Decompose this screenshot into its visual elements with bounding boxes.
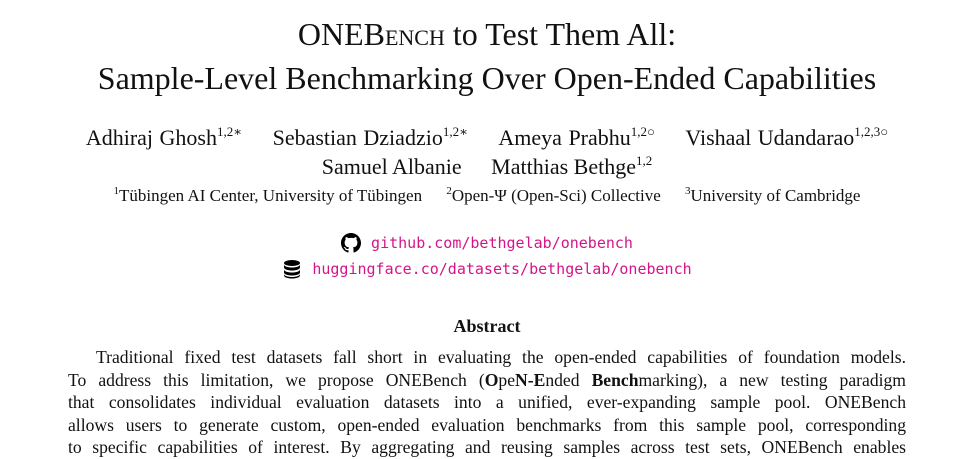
affiliation-sup: 1 [113, 185, 120, 197]
abstract-body: Traditional fixed test datasets fall sho… [68, 346, 906, 459]
title-part-1: ONEB [297, 16, 385, 52]
affiliation-name: University of Cambridge [690, 186, 861, 205]
author-name: Samuel Albanie [321, 154, 462, 179]
abstract-line: To address this limitation, we propose O… [68, 369, 906, 392]
author: Sebastian Dziadzio1,2∗ [273, 125, 468, 150]
github-link[interactable]: github.com/bethgelab/onebench [371, 234, 633, 252]
abstract-line: Traditional fixed test datasets fall sho… [96, 347, 906, 367]
author: Matthias Bethge1,2 [491, 154, 652, 179]
abstract-heading: Abstract [453, 316, 521, 336]
author: Adhiraj Ghosh1,2∗ [86, 125, 242, 150]
paper-title-line-1: ONEBench to Test Them All: [0, 14, 974, 54]
title-part-2: to Test Them All: [444, 16, 677, 52]
abstract-text: To address this limitation, we propose O… [68, 369, 485, 390]
abstract-line: that consolidates individual evaluation … [68, 392, 906, 412]
author-name: Adhiraj Ghosh [85, 125, 217, 150]
author-line-2: Samuel Albanie Matthias Bethge1,2 [0, 153, 974, 181]
author-name: Matthias Bethge [491, 154, 636, 179]
author-affil-sup: 1,2 [635, 153, 653, 168]
huggingface-link-row: huggingface.co/datasets/bethgelab/oneben… [0, 257, 974, 281]
resource-links: github.com/bethgelab/onebench huggingfac… [0, 231, 974, 283]
github-icon [341, 233, 362, 253]
author: Vishaal Udandarao1,2,3○ [685, 125, 888, 150]
abstract-text: pe [498, 369, 516, 390]
database-icon [282, 259, 302, 279]
abstract-line: to specific capabilities of interest. By… [68, 437, 906, 457]
affiliation-name: Open-Ψ (Open-Sci) Collective [451, 186, 661, 205]
abstract-bold: Bench [591, 369, 639, 390]
author: Ameya Prabhu1,2○ [498, 125, 654, 150]
affiliation: 1Tübingen AI Center, University of Tübin… [113, 185, 423, 206]
author-line-1: Adhiraj Ghosh1,2∗ Sebastian Dziadzio1,2∗… [0, 124, 974, 152]
affiliation: 3University of Cambridge [685, 185, 861, 206]
affiliation-sup: 3 [685, 185, 691, 197]
author-affil-sup: 1,2○ [630, 124, 655, 139]
author-affil-sup: 1,2∗ [442, 124, 468, 139]
github-link-row: github.com/bethgelab/onebench [0, 231, 974, 255]
affiliations: 1Tübingen AI Center, University of Tübin… [0, 184, 974, 208]
abstract-text: nded [545, 369, 592, 390]
paper-title-line-2: Sample-Level Benchmarking Over Open-Ende… [97, 60, 877, 96]
author: Samuel Albanie [322, 154, 462, 179]
author-affil-sup: 1,2∗ [217, 124, 243, 139]
title-smallcaps: ench [384, 16, 445, 52]
abstract-bold: O [484, 369, 499, 390]
author-name: Sebastian Dziadzio [272, 125, 443, 150]
huggingface-link[interactable]: huggingface.co/datasets/bethgelab/oneben… [312, 260, 692, 278]
affiliation-sup: 2 [446, 185, 452, 197]
affiliation-name: Tübingen AI Center, University of Tübing… [119, 186, 423, 205]
affiliation: 2Open-Ψ (Open-Sci) Collective [446, 185, 661, 206]
abstract-bold: N-E [515, 369, 546, 390]
author-name: Vishaal Udandarao [685, 125, 855, 150]
author-affil-sup: 1,2,3○ [854, 124, 889, 139]
abstract-line: allows users to generate custom, open-en… [68, 414, 906, 435]
author-name: Ameya Prabhu [498, 125, 631, 150]
abstract-text: marking), a new testing paradigm [638, 369, 906, 390]
